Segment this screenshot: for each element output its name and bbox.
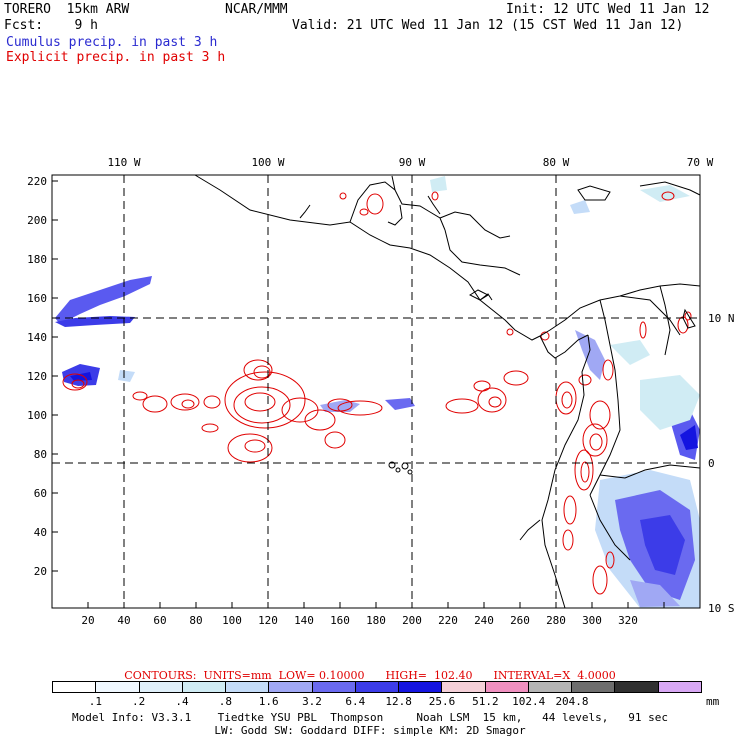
y-tick-label: 180 bbox=[27, 253, 47, 266]
lon-label: 100 W bbox=[251, 156, 284, 169]
x-tick-label: 120 bbox=[258, 614, 278, 627]
legend-swatch bbox=[528, 682, 573, 692]
x-tick-label: 20 bbox=[81, 614, 94, 627]
legend-label: 3.2 bbox=[302, 695, 322, 708]
legend-label: 25.6 bbox=[428, 695, 456, 708]
legend-label: 102.4 bbox=[512, 695, 546, 708]
x-axis bbox=[87, 602, 665, 608]
valid-time: Valid: 21 UTC Wed 11 Jan 12 (15 CST Wed … bbox=[292, 18, 684, 33]
lon-label: 80 W bbox=[543, 156, 570, 169]
x-tick-label: 100 bbox=[222, 614, 242, 627]
y-tick-label: 220 bbox=[27, 175, 47, 188]
cumulus-precip-shading bbox=[55, 176, 700, 608]
legend-label: 51.2 bbox=[472, 695, 499, 708]
y-tick-label: 20 bbox=[34, 565, 47, 578]
model-name: TORERO 15km ARW bbox=[4, 2, 130, 17]
legend-swatch bbox=[226, 682, 270, 692]
lon-label: 70 W bbox=[687, 156, 714, 169]
field-label-cumulus: Cumulus precip. in past 3 h bbox=[6, 35, 218, 50]
y-tick-label: 40 bbox=[34, 526, 47, 539]
legend-label: 1.6 bbox=[258, 695, 279, 708]
explicit-precip-contours bbox=[62, 191, 692, 595]
x-tick-label: 300 bbox=[582, 614, 602, 627]
x-tick-label: 320 bbox=[618, 614, 638, 627]
contour-info: CONTOURS: UNITS=mm LOW= 0.10000 HIGH= 10… bbox=[124, 669, 616, 682]
legend-label: .4 bbox=[175, 695, 189, 708]
legend-swatch bbox=[572, 682, 616, 692]
x-tick-label: 160 bbox=[330, 614, 350, 627]
legend-swatch bbox=[96, 682, 140, 692]
legend-swatch bbox=[485, 682, 529, 692]
x-tick-label: 200 bbox=[402, 614, 422, 627]
legend-swatch bbox=[312, 682, 356, 692]
y-tick-label: 200 bbox=[27, 214, 47, 227]
legend-label: 6.4 bbox=[345, 695, 366, 708]
y-tick-label: 160 bbox=[27, 292, 47, 305]
legend-swatch bbox=[658, 682, 701, 692]
y-tick-label: 80 bbox=[34, 448, 47, 461]
y-tick-label: 120 bbox=[27, 370, 47, 383]
precipitation-map: 20 40 60 80 100 120 140 160 180 200 220 … bbox=[27, 156, 735, 627]
x-tick-label: 80 bbox=[189, 614, 202, 627]
lat-label: 0 bbox=[708, 457, 715, 470]
legend-swatch bbox=[269, 682, 313, 692]
lon-label: 110 W bbox=[107, 156, 140, 169]
legend-swatch bbox=[139, 682, 183, 692]
precip-color-legend bbox=[52, 681, 702, 693]
model-info-line2: LW: Godd SW: Goddard DIFF: simple KM: 2D… bbox=[214, 724, 526, 737]
y-tick-label: 100 bbox=[27, 409, 47, 422]
lat-label: 10 N bbox=[708, 312, 735, 325]
forecast-hour: Fcst: 9 h bbox=[4, 18, 98, 33]
legend-swatch bbox=[615, 682, 659, 692]
lat-lon-grid bbox=[52, 175, 700, 608]
galapagos-islands bbox=[388, 461, 413, 475]
x-tick-label: 260 bbox=[510, 614, 530, 627]
legend-label: 204.8 bbox=[555, 695, 589, 708]
x-tick-label: 220 bbox=[438, 614, 458, 627]
x-tick-label: 280 bbox=[546, 614, 566, 627]
legend-label: .2 bbox=[132, 695, 146, 708]
legend-swatch bbox=[53, 682, 97, 692]
lon-label: 90 W bbox=[399, 156, 426, 169]
x-tick-label: 40 bbox=[117, 614, 130, 627]
legend-swatch bbox=[442, 682, 486, 692]
x-tick-label: 180 bbox=[366, 614, 386, 627]
legend-label: .1 bbox=[88, 695, 102, 708]
init-time: Init: 12 UTC Wed 11 Jan 12 bbox=[506, 2, 710, 17]
legend-swatch bbox=[182, 682, 227, 692]
legend-swatch bbox=[399, 682, 443, 692]
organization: NCAR/MMM bbox=[225, 2, 288, 17]
lat-label: 10 S bbox=[708, 602, 735, 615]
legend-swatch bbox=[355, 682, 400, 692]
legend-label: 12.8 bbox=[385, 695, 412, 708]
y-tick-label: 140 bbox=[27, 331, 47, 344]
x-tick-label: 60 bbox=[153, 614, 166, 627]
x-tick-label: 240 bbox=[474, 614, 494, 627]
model-info-line1: Model Info: V3.3.1 Tiedtke YSU PBL Thomp… bbox=[71, 711, 669, 724]
legend-units: mm bbox=[706, 695, 720, 708]
x-tick-label: 140 bbox=[294, 614, 314, 627]
y-tick-label: 60 bbox=[34, 487, 47, 500]
y-axis bbox=[52, 180, 58, 572]
field-label-explicit: Explicit precip. in past 3 h bbox=[6, 50, 226, 65]
legend-label: .8 bbox=[218, 695, 232, 708]
